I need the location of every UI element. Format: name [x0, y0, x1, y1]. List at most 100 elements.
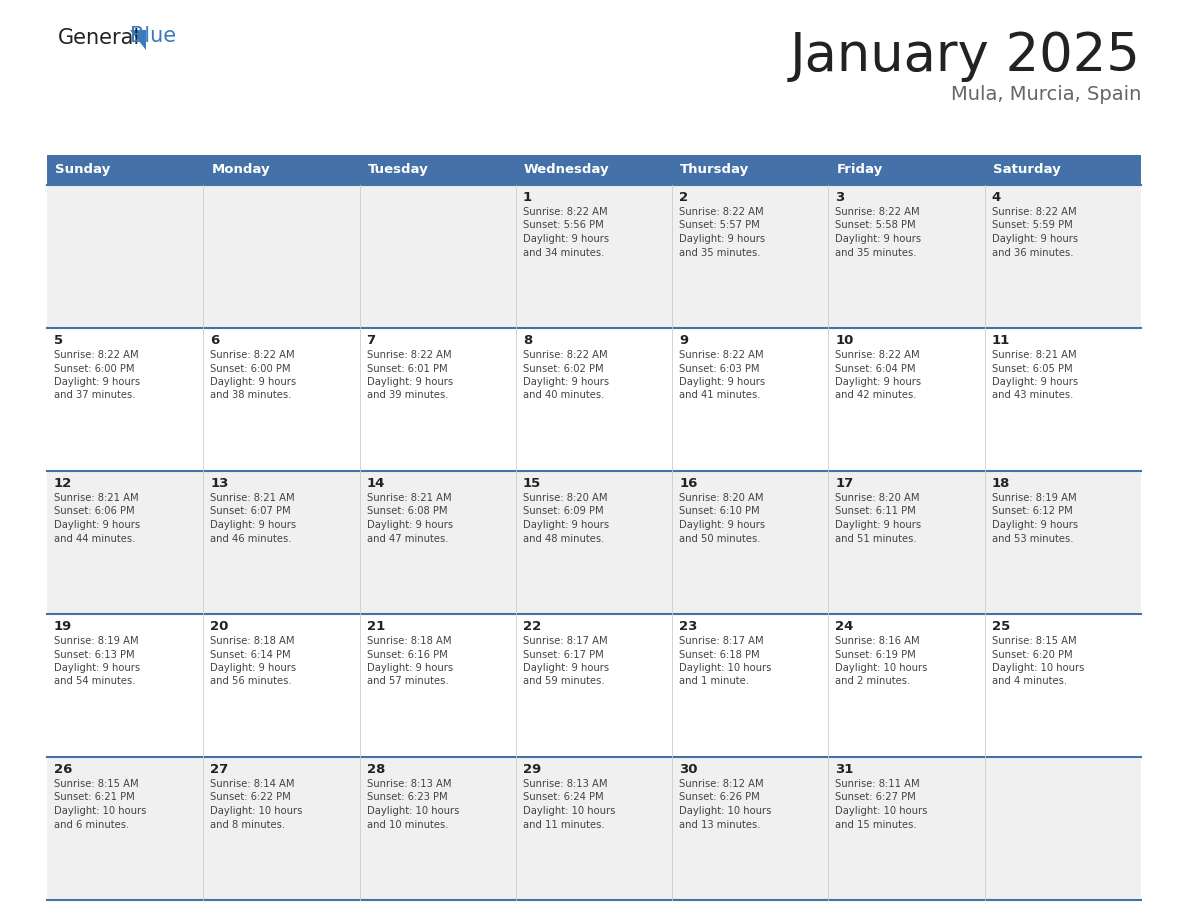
- Text: Sunrise: 8:14 AM: Sunrise: 8:14 AM: [210, 779, 295, 789]
- Text: Sunset: 6:00 PM: Sunset: 6:00 PM: [210, 364, 291, 374]
- Text: and 50 minutes.: and 50 minutes.: [680, 533, 760, 543]
- Text: Daylight: 10 hours: Daylight: 10 hours: [367, 806, 459, 816]
- Text: Daylight: 9 hours: Daylight: 9 hours: [680, 234, 765, 244]
- Text: 12: 12: [53, 477, 72, 490]
- Text: Sunset: 6:20 PM: Sunset: 6:20 PM: [992, 650, 1073, 659]
- Text: 11: 11: [992, 334, 1010, 347]
- Text: and 6 minutes.: and 6 minutes.: [53, 820, 129, 830]
- Text: Sunrise: 8:17 AM: Sunrise: 8:17 AM: [523, 636, 607, 646]
- Text: and 38 minutes.: and 38 minutes.: [210, 390, 292, 400]
- Text: 2: 2: [680, 191, 688, 204]
- Text: and 11 minutes.: and 11 minutes.: [523, 820, 605, 830]
- Text: Sunday: Sunday: [55, 163, 110, 176]
- Text: 17: 17: [835, 477, 854, 490]
- Text: Sunrise: 8:22 AM: Sunrise: 8:22 AM: [835, 350, 920, 360]
- Text: Daylight: 10 hours: Daylight: 10 hours: [835, 663, 928, 673]
- Text: Sunset: 6:03 PM: Sunset: 6:03 PM: [680, 364, 759, 374]
- Text: Sunset: 5:59 PM: Sunset: 5:59 PM: [992, 220, 1073, 230]
- Text: Sunset: 6:23 PM: Sunset: 6:23 PM: [367, 792, 447, 802]
- Text: and 13 minutes.: and 13 minutes.: [680, 820, 760, 830]
- Bar: [360, 155, 516, 185]
- Text: and 56 minutes.: and 56 minutes.: [210, 677, 292, 687]
- Bar: [985, 155, 1140, 185]
- Text: 28: 28: [367, 763, 385, 776]
- Text: Sunset: 6:17 PM: Sunset: 6:17 PM: [523, 650, 604, 659]
- Text: Sunrise: 8:12 AM: Sunrise: 8:12 AM: [680, 779, 764, 789]
- Text: 15: 15: [523, 477, 541, 490]
- Text: Sunrise: 8:22 AM: Sunrise: 8:22 AM: [992, 207, 1076, 217]
- Text: Daylight: 9 hours: Daylight: 9 hours: [835, 377, 922, 387]
- Text: Sunrise: 8:22 AM: Sunrise: 8:22 AM: [835, 207, 920, 217]
- Bar: [203, 155, 360, 185]
- Text: 26: 26: [53, 763, 72, 776]
- Text: 1: 1: [523, 191, 532, 204]
- Text: Daylight: 9 hours: Daylight: 9 hours: [523, 234, 609, 244]
- Text: Wednesday: Wednesday: [524, 163, 609, 176]
- Text: Friday: Friday: [836, 163, 883, 176]
- Text: General: General: [58, 28, 140, 48]
- Text: Sunrise: 8:22 AM: Sunrise: 8:22 AM: [680, 350, 764, 360]
- Text: and 47 minutes.: and 47 minutes.: [367, 533, 448, 543]
- Text: 30: 30: [680, 763, 697, 776]
- Text: Sunset: 6:06 PM: Sunset: 6:06 PM: [53, 507, 134, 517]
- Text: and 48 minutes.: and 48 minutes.: [523, 533, 605, 543]
- Bar: [516, 155, 672, 185]
- Text: Sunset: 6:04 PM: Sunset: 6:04 PM: [835, 364, 916, 374]
- Bar: [672, 155, 828, 185]
- Text: and 43 minutes.: and 43 minutes.: [992, 390, 1073, 400]
- Text: and 51 minutes.: and 51 minutes.: [835, 533, 917, 543]
- Text: Daylight: 9 hours: Daylight: 9 hours: [523, 377, 609, 387]
- Text: Sunrise: 8:21 AM: Sunrise: 8:21 AM: [367, 493, 451, 503]
- Text: Sunset: 6:10 PM: Sunset: 6:10 PM: [680, 507, 760, 517]
- Text: and 44 minutes.: and 44 minutes.: [53, 533, 135, 543]
- Text: Sunset: 6:14 PM: Sunset: 6:14 PM: [210, 650, 291, 659]
- Text: 29: 29: [523, 763, 541, 776]
- Text: Sunset: 6:05 PM: Sunset: 6:05 PM: [992, 364, 1073, 374]
- Bar: [48, 471, 1140, 614]
- Text: Daylight: 9 hours: Daylight: 9 hours: [210, 377, 297, 387]
- Text: Sunset: 6:12 PM: Sunset: 6:12 PM: [992, 507, 1073, 517]
- Text: Daylight: 10 hours: Daylight: 10 hours: [992, 663, 1085, 673]
- Text: and 40 minutes.: and 40 minutes.: [523, 390, 605, 400]
- Text: and 59 minutes.: and 59 minutes.: [523, 677, 605, 687]
- Text: Sunset: 5:58 PM: Sunset: 5:58 PM: [835, 220, 916, 230]
- Text: Daylight: 9 hours: Daylight: 9 hours: [367, 377, 453, 387]
- Text: Daylight: 9 hours: Daylight: 9 hours: [835, 234, 922, 244]
- Text: Sunset: 6:24 PM: Sunset: 6:24 PM: [523, 792, 604, 802]
- Text: Sunset: 6:27 PM: Sunset: 6:27 PM: [835, 792, 916, 802]
- Text: Daylight: 9 hours: Daylight: 9 hours: [523, 520, 609, 530]
- Text: Sunrise: 8:21 AM: Sunrise: 8:21 AM: [210, 493, 295, 503]
- Text: Sunset: 6:21 PM: Sunset: 6:21 PM: [53, 792, 134, 802]
- Text: and 37 minutes.: and 37 minutes.: [53, 390, 135, 400]
- Text: and 41 minutes.: and 41 minutes.: [680, 390, 760, 400]
- Text: Daylight: 9 hours: Daylight: 9 hours: [367, 520, 453, 530]
- Text: 6: 6: [210, 334, 220, 347]
- Text: and 35 minutes.: and 35 minutes.: [835, 248, 917, 258]
- Text: 16: 16: [680, 477, 697, 490]
- Text: Sunrise: 8:20 AM: Sunrise: 8:20 AM: [835, 493, 920, 503]
- Text: 24: 24: [835, 620, 854, 633]
- Text: Sunset: 6:00 PM: Sunset: 6:00 PM: [53, 364, 134, 374]
- Text: and 57 minutes.: and 57 minutes.: [367, 677, 448, 687]
- Text: Sunset: 6:19 PM: Sunset: 6:19 PM: [835, 650, 916, 659]
- Text: Daylight: 10 hours: Daylight: 10 hours: [680, 663, 771, 673]
- Text: 14: 14: [367, 477, 385, 490]
- Text: 13: 13: [210, 477, 228, 490]
- Text: 18: 18: [992, 477, 1010, 490]
- Bar: [48, 328, 1140, 471]
- Text: Sunset: 6:07 PM: Sunset: 6:07 PM: [210, 507, 291, 517]
- Text: Sunrise: 8:19 AM: Sunrise: 8:19 AM: [53, 636, 139, 646]
- Text: Sunrise: 8:21 AM: Sunrise: 8:21 AM: [992, 350, 1076, 360]
- Text: and 46 minutes.: and 46 minutes.: [210, 533, 292, 543]
- Text: Sunset: 6:02 PM: Sunset: 6:02 PM: [523, 364, 604, 374]
- Text: Sunrise: 8:22 AM: Sunrise: 8:22 AM: [523, 207, 607, 217]
- Text: Sunrise: 8:22 AM: Sunrise: 8:22 AM: [367, 350, 451, 360]
- Text: and 42 minutes.: and 42 minutes.: [835, 390, 917, 400]
- Text: and 36 minutes.: and 36 minutes.: [992, 248, 1073, 258]
- Text: Daylight: 10 hours: Daylight: 10 hours: [680, 806, 771, 816]
- Text: 21: 21: [367, 620, 385, 633]
- Text: and 1 minute.: and 1 minute.: [680, 677, 750, 687]
- Text: Daylight: 10 hours: Daylight: 10 hours: [523, 806, 615, 816]
- Text: Daylight: 9 hours: Daylight: 9 hours: [367, 663, 453, 673]
- Text: 22: 22: [523, 620, 541, 633]
